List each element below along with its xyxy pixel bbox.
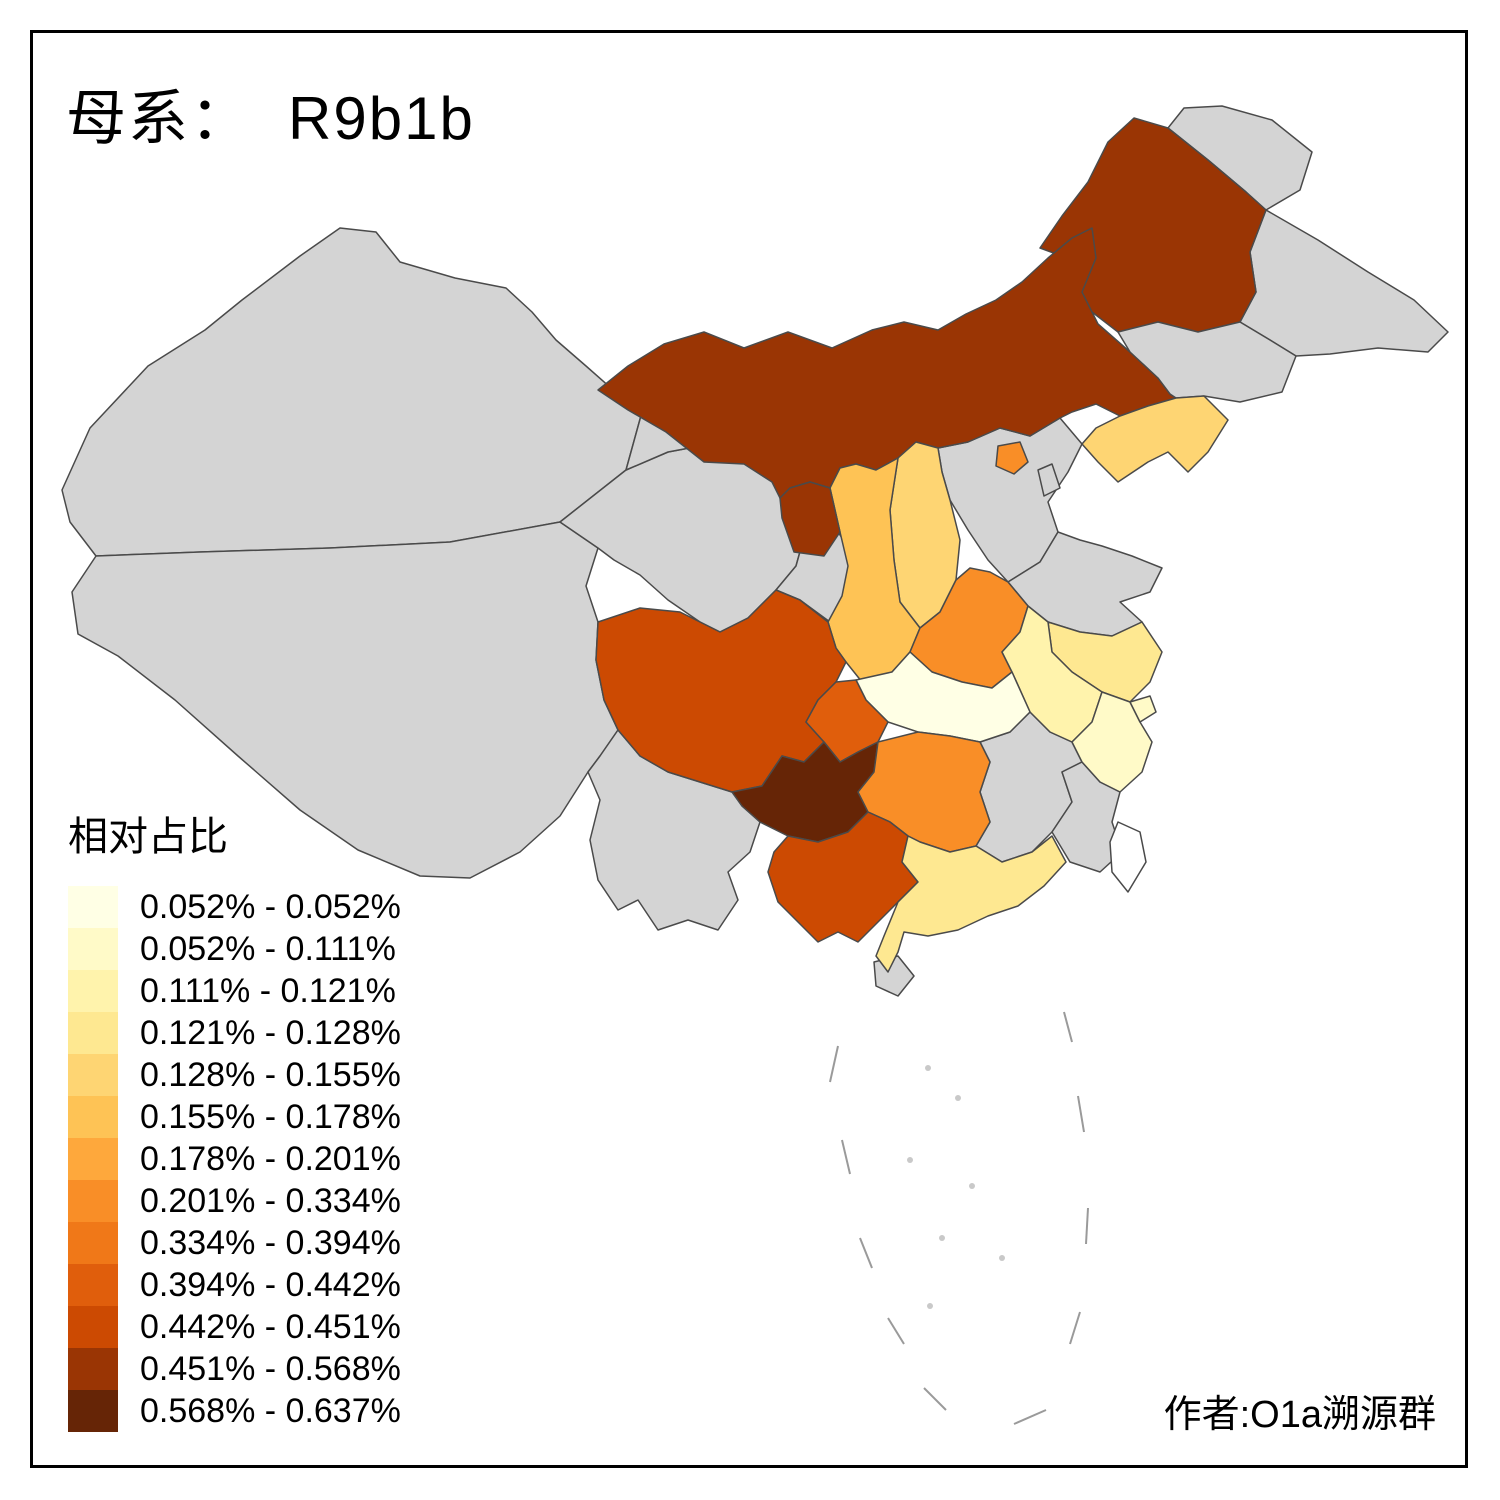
nine-dash-segment bbox=[1085, 1207, 1089, 1245]
legend-swatch bbox=[68, 1222, 118, 1264]
province-liaoning bbox=[1081, 395, 1229, 483]
province-tianjin bbox=[1037, 463, 1061, 497]
legend-swatch bbox=[68, 1054, 118, 1096]
islet bbox=[939, 1235, 945, 1241]
title-prefix: 母系： bbox=[66, 85, 252, 152]
province-ningxia bbox=[779, 481, 841, 557]
province-guangxi bbox=[767, 811, 919, 943]
province-guangdong bbox=[875, 835, 1067, 973]
legend-item: 0.111% - 0.121% bbox=[68, 970, 401, 1012]
author-credit: 作者:O1a溯源群 bbox=[1163, 1394, 1436, 1436]
legend-label: 0.442% - 0.451% bbox=[140, 1307, 401, 1346]
title-haplogroup: R9b1b bbox=[288, 85, 475, 152]
legend-swatch bbox=[68, 1012, 118, 1054]
legend-item: 0.201% - 0.334% bbox=[68, 1180, 401, 1222]
legend-swatch bbox=[68, 970, 118, 1012]
legend-label: 0.451% - 0.568% bbox=[140, 1349, 401, 1388]
legend-swatch bbox=[68, 886, 118, 928]
legend-item: 0.178% - 0.201% bbox=[68, 1138, 401, 1180]
legend-item: 0.451% - 0.568% bbox=[68, 1348, 401, 1390]
legend-label: 0.178% - 0.201% bbox=[140, 1139, 401, 1178]
province-anhui bbox=[1001, 605, 1103, 743]
legend-swatch bbox=[68, 1306, 118, 1348]
islet bbox=[969, 1183, 975, 1189]
legend-item: 0.121% - 0.128% bbox=[68, 1012, 401, 1054]
provinces-layer bbox=[61, 105, 1449, 997]
legend-label: 0.128% - 0.155% bbox=[140, 1055, 401, 1094]
province-zhejiang bbox=[1071, 691, 1153, 793]
islet bbox=[955, 1095, 961, 1101]
province-shanghai bbox=[1129, 695, 1157, 723]
province-xinjiang bbox=[61, 227, 643, 557]
map-title: 母系： R9b1b bbox=[66, 70, 475, 157]
legend-label: 0.052% - 0.111% bbox=[140, 929, 396, 968]
legend-label: 0.201% - 0.334% bbox=[140, 1181, 401, 1220]
legend-swatch bbox=[68, 1096, 118, 1138]
nine-dash-segment bbox=[923, 1387, 947, 1411]
nine-dash-segment bbox=[859, 1237, 873, 1269]
province-jilin bbox=[1117, 321, 1297, 403]
legend-label: 0.568% - 0.637% bbox=[140, 1391, 401, 1430]
legend-swatch bbox=[68, 1348, 118, 1390]
legend-label: 0.111% - 0.121% bbox=[140, 971, 396, 1010]
islet bbox=[925, 1065, 931, 1071]
islet bbox=[907, 1157, 913, 1163]
nine-dash-segment bbox=[1063, 1011, 1073, 1043]
province-adjacent-ne-2 bbox=[1239, 209, 1449, 357]
legend-label: 0.394% - 0.442% bbox=[140, 1265, 401, 1304]
nine-dash-segment bbox=[1077, 1095, 1085, 1133]
legend-swatch bbox=[68, 928, 118, 970]
nine-dash-segment bbox=[1013, 1409, 1047, 1425]
province-beijing bbox=[995, 441, 1029, 475]
nine-dash-segment bbox=[841, 1139, 851, 1175]
legend-title: 相对占比 bbox=[68, 815, 228, 859]
islet bbox=[927, 1303, 933, 1309]
legend-swatch bbox=[68, 1138, 118, 1180]
legend-item: 0.394% - 0.442% bbox=[68, 1264, 401, 1306]
nine-dash-segment bbox=[887, 1317, 905, 1345]
legend-item: 0.052% - 0.111% bbox=[68, 928, 401, 970]
province-taiwan bbox=[1109, 821, 1147, 893]
legend-swatch bbox=[68, 1390, 118, 1432]
nine-dash-segment bbox=[829, 1045, 839, 1083]
islet bbox=[999, 1255, 1005, 1261]
legend-item: 0.568% - 0.637% bbox=[68, 1390, 401, 1432]
legend-label: 0.121% - 0.128% bbox=[140, 1013, 401, 1052]
legend-item: 0.442% - 0.451% bbox=[68, 1306, 401, 1348]
legend-label: 0.155% - 0.178% bbox=[140, 1097, 401, 1136]
legend-swatch bbox=[68, 1180, 118, 1222]
legend-item: 0.128% - 0.155% bbox=[68, 1054, 401, 1096]
legend-item: 0.155% - 0.178% bbox=[68, 1096, 401, 1138]
legend-item: 0.052% - 0.052% bbox=[68, 886, 401, 928]
legend-label: 0.334% - 0.394% bbox=[140, 1223, 401, 1262]
nine-dash-segment bbox=[1069, 1311, 1081, 1345]
legend-items: 0.052% - 0.052% 0.052% - 0.111% 0.111% - 0… bbox=[68, 886, 401, 1432]
south-china-sea-boundary bbox=[829, 1011, 1089, 1425]
legend-swatch bbox=[68, 1264, 118, 1306]
legend: 相对占比 0.052% - 0.052% 0.052% - 0.111% 0.111… bbox=[68, 804, 401, 1432]
legend-item: 0.334% - 0.394% bbox=[68, 1222, 401, 1264]
legend-label: 0.052% - 0.052% bbox=[140, 887, 401, 926]
